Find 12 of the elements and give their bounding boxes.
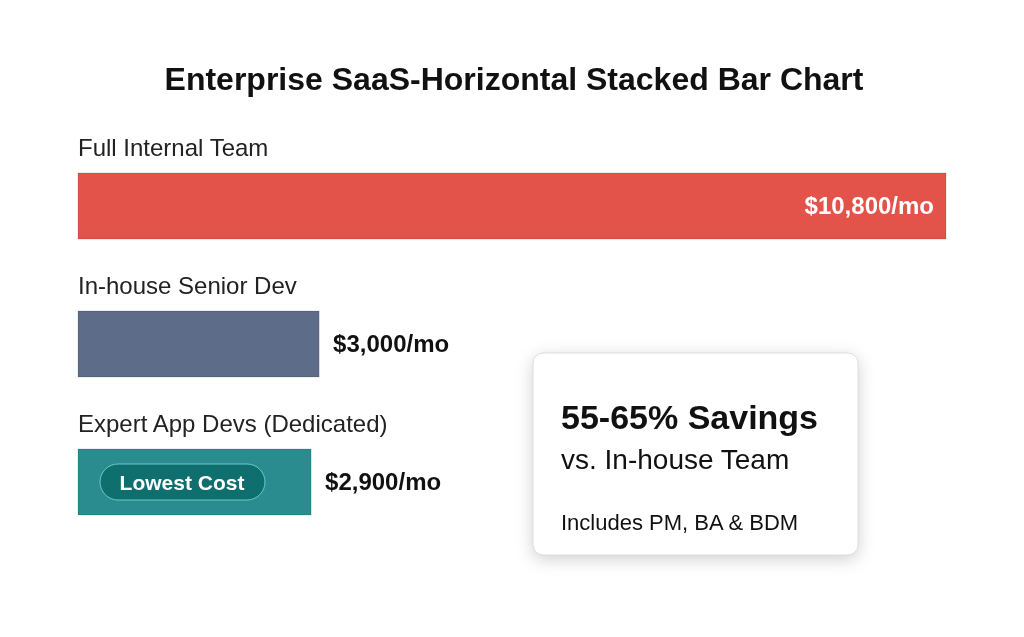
annotation: 55-65% Savings [561,398,819,436]
chart-title: Enterprise SaaS-Horizontal Stacked Bar Chart [164,61,864,97]
data-label: $3,000/mo [333,330,450,357]
data-label: $10,800/mo [804,192,934,219]
y-tick-label: In-house Senior Dev [78,272,297,299]
text: Includes PM, BA & BDM [561,510,799,535]
annotation: vs. In-house Team [561,444,790,475]
badge-label: Lowest Cost [99,463,266,501]
y-tick-label: Full Internal Team [78,134,269,161]
data-label: $2,900/mo [325,468,442,495]
annotation: Lowest Cost [119,471,245,494]
y-tick-label: Expert App Devs (Dedicated) [78,410,388,437]
